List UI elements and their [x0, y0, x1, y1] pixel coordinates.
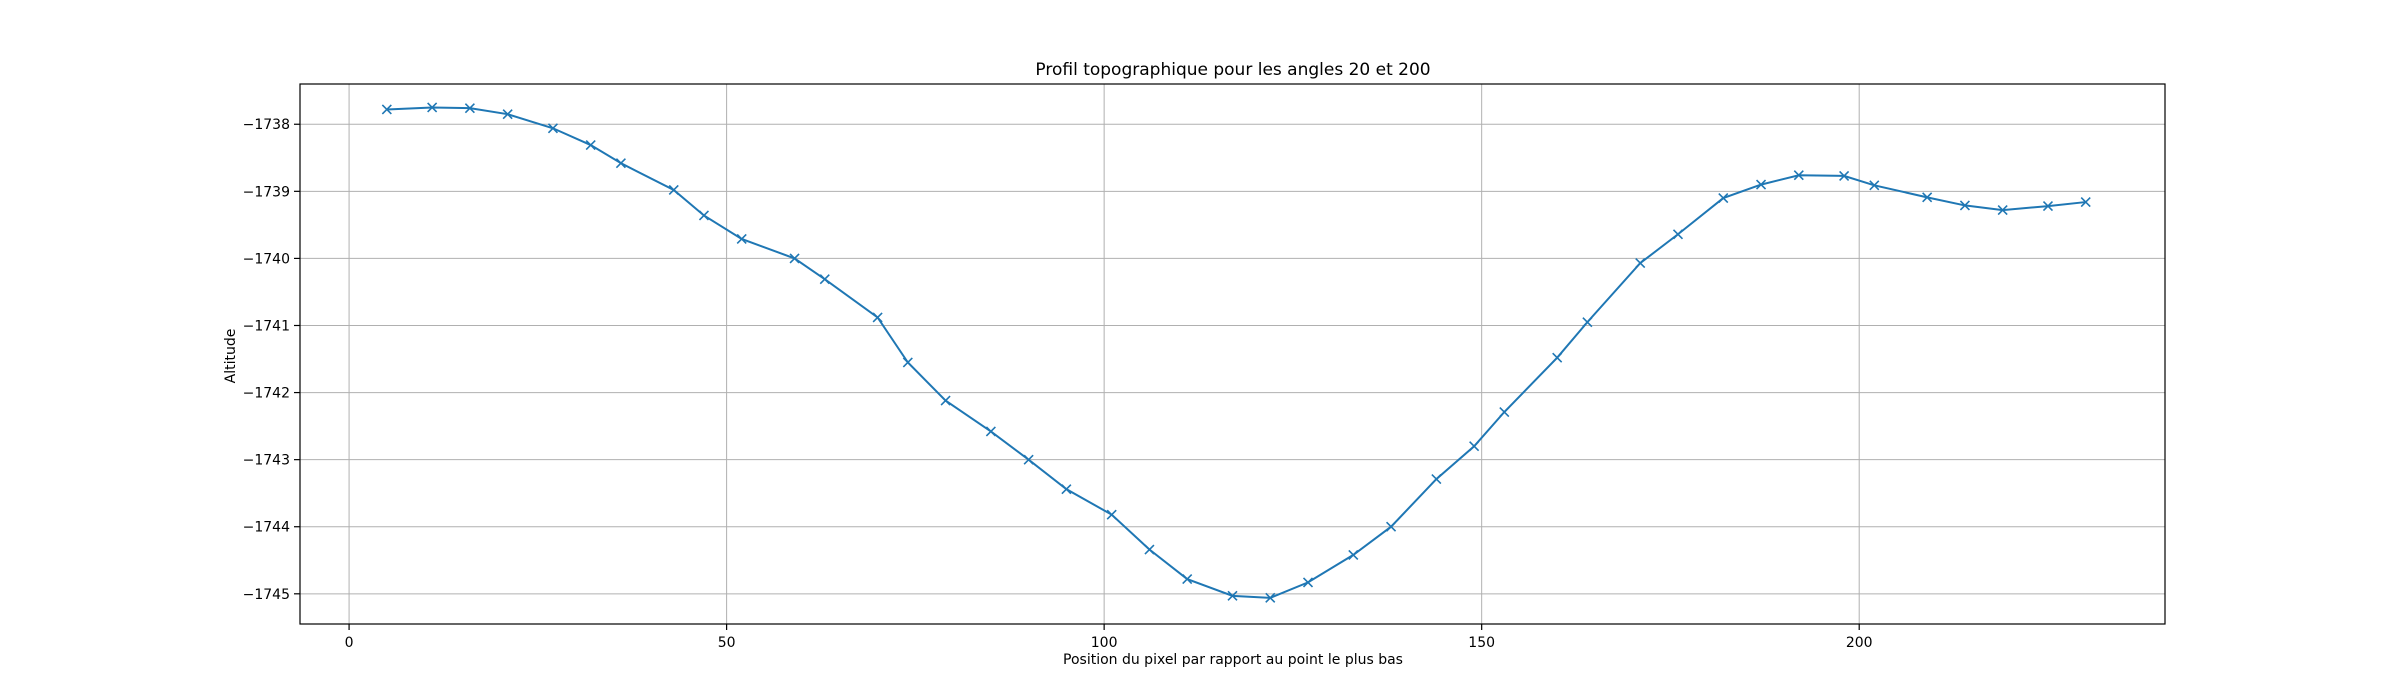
chart-title: Profil topographique pour les angles 20 … — [1035, 60, 1430, 80]
data-point-marker — [1227, 590, 1238, 601]
data-point-marker — [1672, 229, 1684, 240]
data-point-marker — [1061, 484, 1072, 495]
y-tick-label: −1741 — [243, 318, 290, 334]
data-point-marker — [1839, 170, 1850, 181]
y-tick-label: −1744 — [243, 520, 290, 536]
data-point-marker — [1182, 573, 1193, 585]
data-point-marker — [585, 139, 596, 151]
data-point-marker — [872, 312, 883, 323]
y-tick-label: −1739 — [243, 184, 290, 200]
data-point-marker — [819, 274, 830, 285]
data-point-marker — [1348, 549, 1359, 560]
data-point-marker — [736, 233, 747, 245]
x-tick-label: 50 — [718, 635, 736, 651]
data-point-marker — [1431, 474, 1442, 485]
data-point-marker — [1302, 577, 1314, 588]
data-point-marker — [1755, 179, 1767, 190]
series-layer — [381, 102, 2091, 603]
data-point-marker — [1718, 192, 1729, 204]
x-tick-label: 150 — [1468, 635, 1495, 651]
data-point-marker — [1499, 406, 1510, 418]
data-point-marker — [789, 253, 800, 264]
data-point-marker — [547, 123, 559, 134]
y-tick-label: −1738 — [243, 117, 290, 133]
y-tick-label: −1740 — [243, 251, 290, 267]
data-point-marker — [1793, 170, 1804, 181]
data-point-marker — [1144, 544, 1155, 555]
data-point-marker — [1106, 509, 1117, 520]
data-point-marker — [2042, 201, 2054, 212]
y-tick-label: −1745 — [243, 587, 290, 603]
data-point-marker — [985, 426, 996, 437]
data-point-marker — [1552, 352, 1563, 363]
data-point-marker — [698, 210, 710, 221]
data-point-marker — [902, 357, 913, 368]
data-point-marker — [1997, 205, 2008, 216]
data-point-marker — [1265, 592, 1276, 603]
data-point-marker — [940, 395, 951, 406]
data-point-marker — [464, 103, 475, 114]
data-point-marker — [1023, 454, 1034, 465]
data-point-marker — [1582, 317, 1593, 328]
data-point-marker — [615, 158, 626, 169]
tick-layer: 0 50 100 150 200 −1745 −1744 −1743 −1742 −1741 −17… — [243, 117, 1873, 651]
data-point-marker — [1959, 200, 1970, 211]
y-tick-label: −1742 — [243, 386, 290, 402]
x-tick-label: 100 — [1091, 635, 1118, 651]
data-point-marker — [1869, 180, 1880, 191]
data-point-marker — [381, 104, 392, 115]
y-axis-label: Altitude — [223, 329, 239, 384]
data-point-marker — [1922, 192, 1933, 203]
data-point-marker — [502, 109, 513, 120]
data-point-marker — [668, 184, 679, 196]
x-axis-label: Position du pixel par rapport au point l… — [1063, 652, 1403, 668]
data-point-marker — [427, 102, 438, 113]
data-point-marker — [1469, 441, 1480, 452]
data-point-marker — [2080, 196, 2091, 208]
data-point-marker — [1635, 258, 1646, 269]
y-tick-label: −1743 — [243, 453, 290, 469]
x-tick-label: 0 — [345, 635, 354, 651]
series-line — [386, 106, 2086, 599]
grid — [300, 84, 2165, 624]
x-tick-label: 200 — [1846, 635, 1873, 651]
data-point-marker — [1385, 521, 1397, 532]
plot-frame — [299, 83, 2166, 625]
